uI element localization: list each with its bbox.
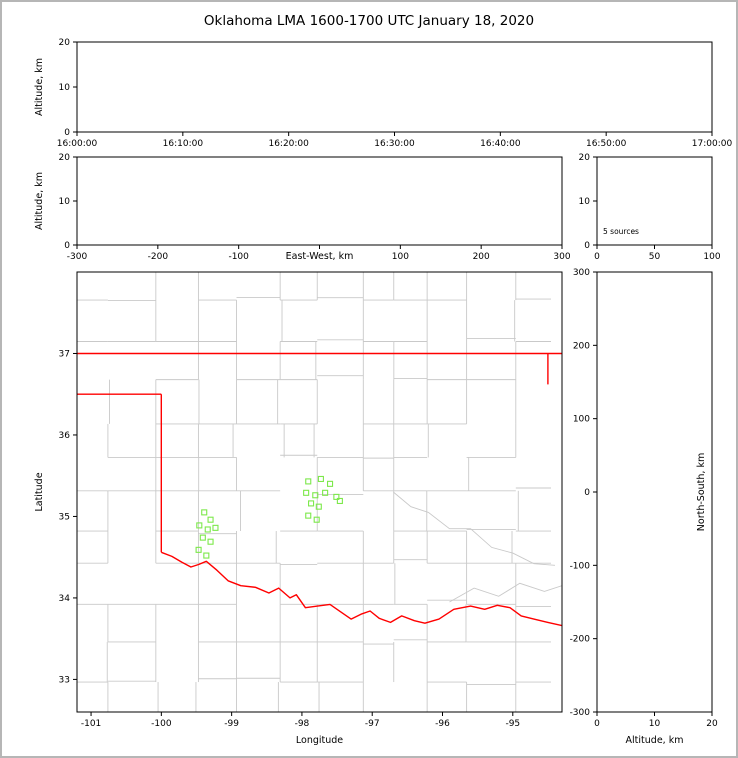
- y-tick-label: 300: [573, 268, 590, 278]
- y-axis-label: Altitude, km: [34, 172, 45, 230]
- plan_view_map-panel: -101 -100 -99 -98 -97 -96 -95 33 34 35 36 37 Longitu…: [34, 271, 563, 746]
- x-tick-label: 100: [392, 252, 409, 262]
- x-tick-label: -99: [224, 719, 239, 729]
- lma-station-marker: [313, 516, 320, 523]
- y-tick-label: 20: [59, 153, 71, 163]
- x-tick-label: -95: [505, 719, 520, 729]
- x-tick-label: 10: [649, 719, 661, 729]
- lma-station-marker: [312, 492, 319, 499]
- y-tick-label: 35: [59, 512, 70, 522]
- lma-station-marker: [305, 512, 312, 519]
- x-tick-label: -97: [365, 719, 380, 729]
- map-frame-top: [76, 271, 563, 713]
- x-axis-label: Longitude: [296, 735, 343, 746]
- lma-station-marker: [317, 475, 324, 483]
- lma-station-marker: [308, 500, 315, 507]
- x-tick-label: -96: [435, 719, 450, 729]
- lma-station-marker: [196, 522, 203, 529]
- y-axis-label-right: North-South, km: [696, 453, 707, 531]
- y-tick-label: 10: [579, 197, 591, 207]
- lma-station-marker: [203, 552, 210, 559]
- x-tick-label: 16:10:00: [163, 139, 204, 149]
- y-axis-label: Latitude: [34, 472, 45, 511]
- lma-station-marker: [305, 478, 312, 485]
- lma-station-marker: [199, 534, 206, 541]
- ns_height-panel: 0 10 20 -300 -200 -100 0 100 200 300 Altitude, km N…: [570, 268, 718, 746]
- altitude_histogram-frame: [596, 156, 713, 246]
- x-tick-label: 16:20:00: [268, 139, 309, 149]
- y-tick-label: 10: [59, 197, 71, 207]
- x-tick-label: 20: [706, 719, 718, 729]
- x-axis-label: East-West, km: [286, 251, 354, 262]
- y-tick-label: 20: [59, 38, 71, 48]
- x-tick-label: -101: [81, 719, 101, 729]
- river-line: [449, 582, 562, 603]
- x-tick-label: -200: [148, 252, 169, 262]
- ew_height-frame: [76, 156, 563, 246]
- lma-station-marker: [195, 546, 202, 553]
- x-tick-label: -98: [295, 719, 310, 729]
- y-tick-label: 20: [579, 153, 591, 163]
- y-tick-label: -100: [570, 561, 591, 571]
- x-tick-label: 16:50:00: [586, 139, 627, 149]
- lma-station-marker: [212, 524, 219, 531]
- x-tick-label: 50: [649, 252, 661, 262]
- x-tick-label: 0: [594, 719, 600, 729]
- y-tick-label: 0: [64, 128, 70, 138]
- x-tick-label: 300: [553, 252, 570, 262]
- lma-stations: [195, 475, 343, 559]
- state-border: [77, 352, 562, 627]
- x-tick-label: 16:30:00: [374, 139, 415, 149]
- y-tick-label: 36: [59, 431, 71, 441]
- y-tick-label: -300: [570, 708, 591, 718]
- x-tick-label: 16:00:00: [57, 139, 98, 149]
- lma-station-marker: [303, 489, 310, 496]
- y-tick-label: 0: [584, 241, 590, 251]
- lma-station-marker: [204, 526, 211, 533]
- y-tick-label: 34: [59, 594, 71, 604]
- y-tick-label: 37: [59, 349, 70, 359]
- x-tick-label: 200: [473, 252, 490, 262]
- y-axis-label: Altitude, km: [34, 58, 45, 116]
- x-tick-label: -100: [228, 252, 249, 262]
- time_height-frame: [76, 41, 713, 133]
- y-tick-label: 200: [573, 341, 590, 351]
- lma-station-marker: [207, 538, 214, 545]
- plan_view_map-frame: [76, 271, 563, 713]
- y-tick-label: 10: [59, 83, 71, 93]
- y-tick-label: 100: [573, 415, 590, 425]
- county-boundaries: [77, 272, 552, 712]
- y-tick-label: -200: [570, 635, 591, 645]
- time_height-panel: 16:00:00 16:10:00 16:20:00 16:30:00 16:40:00…: [34, 38, 732, 149]
- source-count-label: 5 sources: [603, 227, 639, 236]
- x-axis-label: Altitude, km: [626, 735, 684, 746]
- state-border-line: [161, 551, 562, 627]
- lma-station-marker: [315, 503, 322, 510]
- x-tick-label: 0: [594, 252, 600, 262]
- x-tick-label: -300: [67, 252, 88, 262]
- lma-station-marker: [326, 480, 334, 487]
- y-tick-label: 33: [59, 675, 70, 685]
- y-tick-label: 0: [64, 241, 70, 251]
- ns_height-frame: [596, 271, 713, 713]
- x-tick-label: 17:00:00: [692, 139, 733, 149]
- x-tick-label: 16:40:00: [480, 139, 521, 149]
- river-line: [393, 491, 556, 566]
- ew_height-panel: -300 -200 -100 100 200 300 0 10 20 East-West, km A…: [34, 153, 571, 262]
- x-tick-label: 100: [703, 252, 720, 262]
- lma-station-marker: [336, 497, 343, 505]
- lma-station-marker: [207, 516, 214, 523]
- lma-station-marker: [322, 489, 329, 496]
- lma-station-marker: [333, 493, 340, 500]
- lma-station-marker: [201, 509, 208, 516]
- figure-title: Oklahoma LMA 1600-1700 UTC January 18, 2…: [203, 13, 535, 29]
- y-tick-label: 0: [584, 488, 590, 498]
- x-tick-label: -100: [151, 719, 172, 729]
- altitude_histogram-panel: 0 50 100 0 10 20 5 sources: [579, 153, 721, 262]
- map-layers: [77, 272, 562, 712]
